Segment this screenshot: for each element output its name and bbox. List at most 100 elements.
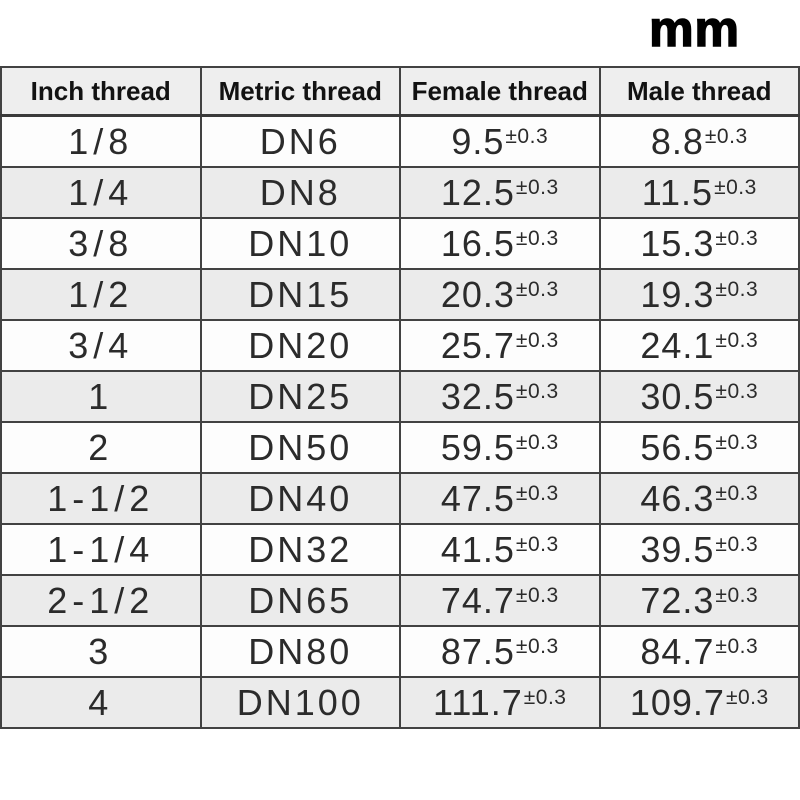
dimension-value: 72.3 (640, 579, 715, 621)
dimension-value: 15.3 (640, 222, 715, 264)
female-thread-cell: 32.5±0.3 (399, 370, 601, 423)
female-thread-cell: 111.7±0.3 (399, 676, 601, 729)
female-thread-cell: 16.5±0.3 (399, 217, 601, 270)
tolerance-superscript: ±0.3 (515, 532, 559, 556)
table-row: 1 DN25 32.5±0.3 30.5±0.3 (0, 370, 800, 423)
tolerance-superscript: ±0.3 (715, 277, 759, 301)
dimension-value: 39.5 (640, 528, 715, 570)
dimension-value: 16.5 (440, 222, 515, 264)
tolerance-superscript: ±0.3 (515, 175, 559, 199)
metric-thread-cell: DN65 (199, 574, 401, 627)
female-thread-cell: 87.5±0.3 (399, 625, 601, 678)
female-thread-cell: 59.5±0.3 (399, 421, 601, 474)
table-row: 1/4 DN8 12.5±0.3 11.5±0.3 (0, 166, 800, 219)
inch-thread-cell: 3/4 (0, 319, 202, 372)
dimension-value: 24.1 (640, 324, 715, 366)
table-body: 1/8 DN6 9.5±0.3 8.8±0.3 1/4 DN8 12.5±0.3 11.5±0… (0, 114, 800, 729)
metric-thread-cell: DN80 (199, 625, 401, 678)
male-thread-cell: 15.3±0.3 (598, 217, 800, 270)
inch-thread-cell: 1-1/4 (0, 523, 202, 576)
tolerance-superscript: ±0.3 (515, 226, 559, 250)
tolerance-superscript: ±0.3 (715, 583, 759, 607)
female-thread-cell: 25.7±0.3 (399, 319, 601, 372)
dimension-value: 9.5 (451, 120, 505, 162)
inch-thread-cell: 1/4 (0, 166, 202, 219)
metric-thread-cell: DN32 (199, 523, 401, 576)
inch-thread-cell: 1/2 (0, 268, 202, 321)
header-row: Inch thread Metric thread Female thread Mal… (0, 66, 800, 117)
male-thread-cell: 56.5±0.3 (598, 421, 800, 474)
male-thread-cell: 8.8±0.3 (598, 114, 800, 168)
female-thread-cell: 74.7±0.3 (399, 574, 601, 627)
dimension-value: 47.5 (440, 477, 515, 519)
metric-thread-cell: DN8 (199, 166, 401, 219)
unit-label: mm (648, 1, 740, 57)
tolerance-superscript: ±0.3 (715, 379, 759, 403)
inch-thread-cell: 4 (0, 676, 202, 729)
dimension-value: 12.5 (440, 171, 515, 213)
table-row: 3/8 DN10 16.5±0.3 15.3±0.3 (0, 217, 800, 270)
dimension-value: 59.5 (440, 426, 515, 468)
dimension-value: 41.5 (440, 528, 515, 570)
tolerance-superscript: ±0.3 (725, 685, 769, 709)
inch-thread-cell: 3 (0, 625, 202, 678)
inch-thread-cell: 3/8 (0, 217, 202, 270)
male-thread-cell: 84.7±0.3 (598, 625, 800, 678)
tolerance-superscript: ±0.3 (715, 532, 759, 556)
male-thread-cell: 46.3±0.3 (598, 472, 800, 525)
tolerance-superscript: ±0.3 (715, 328, 759, 352)
thread-size-table: Inch thread Metric thread Female thread Mal… (0, 66, 800, 729)
table-row: 2-1/2 DN65 74.7±0.3 72.3±0.3 (0, 574, 800, 627)
metric-thread-cell: DN20 (199, 319, 401, 372)
male-thread-cell: 19.3±0.3 (598, 268, 800, 321)
table-row: 1/8 DN6 9.5±0.3 8.8±0.3 (0, 114, 800, 168)
table-row: 3/4 DN20 25.7±0.3 24.1±0.3 (0, 319, 800, 372)
metric-thread-cell: DN50 (199, 421, 401, 474)
male-thread-cell: 109.7±0.3 (598, 676, 800, 729)
inch-thread-cell: 1 (0, 370, 202, 423)
dimension-value: 56.5 (640, 426, 715, 468)
table-row: 1-1/4 DN32 41.5±0.3 39.5±0.3 (0, 523, 800, 576)
tolerance-superscript: ±0.3 (505, 124, 549, 148)
tolerance-superscript: ±0.3 (715, 481, 759, 505)
column-header-2: Female thread (399, 66, 601, 117)
inch-thread-cell: 2-1/2 (0, 574, 202, 627)
table-row: 3 DN80 87.5±0.3 84.7±0.3 (0, 625, 800, 678)
female-thread-cell: 41.5±0.3 (399, 523, 601, 576)
tolerance-superscript: ±0.3 (515, 583, 559, 607)
male-thread-cell: 30.5±0.3 (598, 370, 800, 423)
dimension-value: 11.5 (641, 171, 714, 213)
male-thread-cell: 72.3±0.3 (598, 574, 800, 627)
column-header-0: Inch thread (0, 66, 202, 117)
female-thread-cell: 20.3±0.3 (399, 268, 601, 321)
dimension-value: 84.7 (640, 630, 715, 672)
inch-thread-cell: 2 (0, 421, 202, 474)
inch-thread-cell: 1-1/2 (0, 472, 202, 525)
dimension-value: 19.3 (640, 273, 715, 315)
metric-thread-cell: DN10 (199, 217, 401, 270)
female-thread-cell: 9.5±0.3 (399, 114, 601, 168)
dimension-value: 46.3 (640, 477, 715, 519)
tolerance-superscript: ±0.3 (715, 430, 759, 454)
female-thread-cell: 47.5±0.3 (399, 472, 601, 525)
metric-thread-cell: DN100 (199, 676, 401, 729)
tolerance-superscript: ±0.3 (515, 430, 559, 454)
female-thread-cell: 12.5±0.3 (399, 166, 601, 219)
table-row: 1/2 DN15 20.3±0.3 19.3±0.3 (0, 268, 800, 321)
metric-thread-cell: DN40 (199, 472, 401, 525)
metric-thread-cell: DN6 (199, 114, 401, 168)
table-row: 4 DN100 111.7±0.3 109.7±0.3 (0, 676, 800, 729)
dimension-value: 30.5 (640, 375, 715, 417)
column-header-1: Metric thread (199, 66, 401, 117)
dimension-value: 20.3 (440, 273, 515, 315)
tolerance-superscript: ±0.3 (704, 124, 748, 148)
inch-thread-cell: 1/8 (0, 114, 202, 168)
tolerance-superscript: ±0.3 (715, 634, 759, 658)
tolerance-superscript: ±0.3 (515, 277, 559, 301)
tolerance-superscript: ±0.3 (523, 685, 567, 709)
table-row: 2 DN50 59.5±0.3 56.5±0.3 (0, 421, 800, 474)
dimension-value: 8.8 (650, 120, 704, 162)
tolerance-superscript: ±0.3 (714, 175, 757, 199)
dimension-value: 32.5 (440, 375, 515, 417)
